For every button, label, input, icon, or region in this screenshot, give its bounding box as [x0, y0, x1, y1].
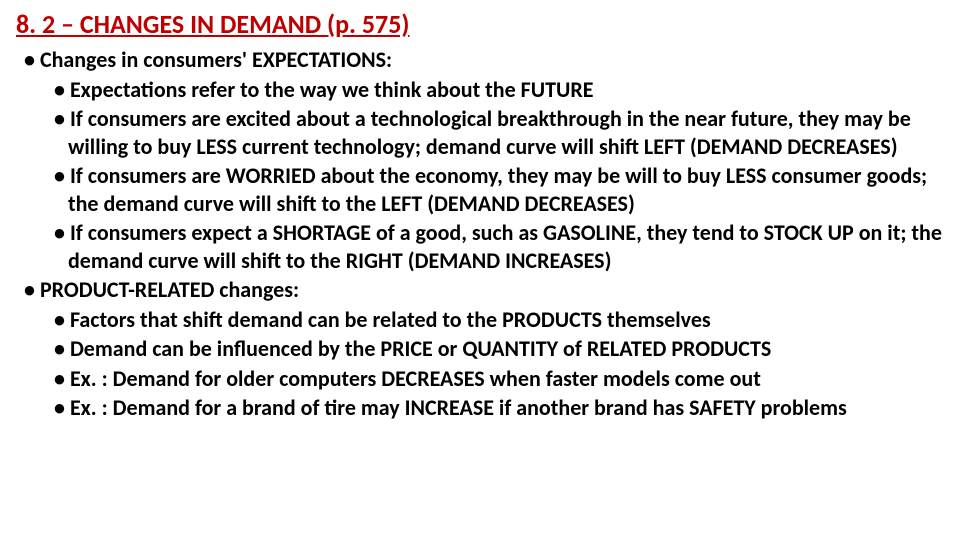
- sub-bullet: • If consumers are WORRIED about the eco…: [16, 162, 944, 217]
- bullet-text: Ex. : Demand for older computers DECREAS…: [70, 365, 761, 392]
- bullet-product-related: • PRODUCT-RELATED changes:: [16, 276, 944, 304]
- bullet-text: Ex. : Demand for a brand of tire may INC…: [70, 394, 847, 421]
- bullet-text: Changes in consumers' EXPECTATIONS:: [40, 46, 392, 73]
- sub-bullet: • Expectations refer to the way we think…: [16, 76, 944, 104]
- slide-title: 8. 2 – CHANGES IN DEMAND (p. 575): [16, 8, 944, 40]
- sub-bullet: • Ex. : Demand for a brand of tire may I…: [16, 394, 944, 422]
- bullet-expectations: • Changes in consumers' EXPECTATIONS:: [16, 46, 944, 74]
- sub-bullet: • Factors that shift demand can be relat…: [16, 306, 944, 334]
- bullet-text: Factors that shift demand can be related…: [70, 306, 711, 333]
- bullet-text: Demand can be influenced by the PRICE or…: [70, 335, 771, 362]
- bullet-text: If consumers are WORRIED about the econo…: [68, 162, 927, 217]
- bullet-text: If consumers are excited about a technol…: [68, 105, 911, 160]
- sub-bullet: • If consumers are excited about a techn…: [16, 105, 944, 160]
- sub-bullet: • Ex. : Demand for older computers DECRE…: [16, 365, 944, 393]
- sub-bullet: • If consumers expect a SHORTAGE of a go…: [16, 219, 944, 274]
- bullet-text: If consumers expect a SHORTAGE of a good…: [68, 219, 942, 274]
- bullet-text: Expectations refer to the way we think a…: [70, 76, 594, 103]
- bullet-text: PRODUCT-RELATED changes:: [40, 276, 299, 303]
- sub-bullet: • Demand can be influenced by the PRICE …: [16, 335, 944, 363]
